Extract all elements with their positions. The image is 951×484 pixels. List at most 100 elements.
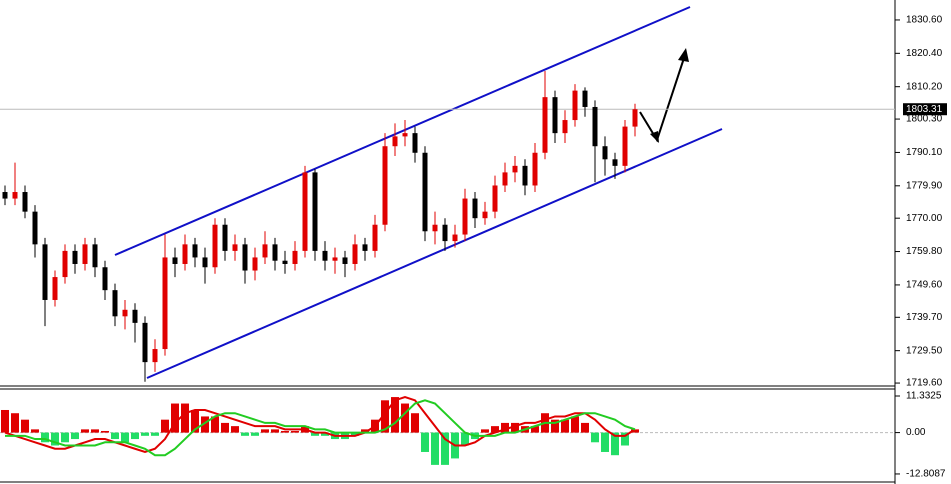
histogram-bar: [21, 419, 29, 433]
histogram-bar: [551, 419, 559, 433]
candle-body: [502, 172, 508, 186]
candle-body: [402, 133, 408, 137]
candle-body: [282, 260, 288, 264]
histogram-bar: [261, 429, 269, 433]
y-tick-label: 1759.80: [906, 246, 943, 257]
histogram-bar: [421, 432, 429, 452]
histogram-bar: [511, 422, 519, 433]
candle-body: [152, 349, 158, 363]
candle-body: [542, 97, 548, 153]
histogram-bar: [61, 432, 69, 443]
plot: 1830.60 1820.40 1810.20 1800.30 1790.10 1779.…: [0, 15, 946, 480]
histogram-bar: [211, 416, 219, 433]
histogram-bar: [81, 429, 89, 433]
histogram-bar: [271, 429, 279, 433]
candle-body: [272, 244, 278, 261]
upper-channel-line: [114, 6, 691, 256]
histogram-bar: [631, 429, 639, 433]
histogram-bar: [191, 409, 199, 433]
y-tick-label: 1770.00: [906, 213, 943, 224]
candle-body: [302, 172, 308, 251]
arrow-head: [650, 131, 659, 143]
histogram-bar: [561, 419, 569, 433]
candle-body: [112, 290, 118, 317]
histogram-bar: [311, 432, 319, 436]
histogram-bar: [621, 432, 629, 446]
candle-body: [12, 192, 18, 199]
candle-body: [332, 257, 338, 261]
histogram-bar: [31, 429, 39, 433]
candle-body: [82, 244, 88, 264]
candle-body: [312, 172, 318, 251]
candle-body: [202, 257, 208, 268]
histogram-bar: [181, 403, 189, 433]
histogram-bar: [121, 432, 129, 443]
candle-body: [352, 244, 358, 264]
y-tick-label: 1790.10: [906, 147, 943, 158]
candle-body: [162, 257, 168, 350]
histogram-bar: [321, 432, 329, 436]
histogram-bar: [571, 416, 579, 433]
candle-body: [442, 224, 448, 242]
candle-body: [622, 126, 628, 166]
histogram-bar: [71, 432, 79, 440]
histogram-bar: [251, 432, 259, 436]
candle-body: [252, 257, 258, 271]
y-tick-label: 1810.20: [906, 81, 943, 92]
histogram-bar: [581, 422, 589, 433]
histogram-bar: [411, 413, 419, 433]
histogram-bar: [291, 430, 299, 433]
candle-body: [522, 165, 528, 186]
histogram-bar: [591, 432, 599, 443]
y-tick-label: 1749.60: [906, 280, 943, 291]
histogram-bar: [491, 426, 499, 433]
candle-body: [242, 244, 248, 271]
histogram-bar: [11, 413, 19, 433]
candle-body: [472, 198, 478, 219]
y-tick-label: 1739.70: [906, 312, 943, 323]
histogram-bar: [601, 432, 609, 452]
histogram-bar: [461, 432, 469, 446]
histogram-bar: [611, 432, 619, 456]
candle-body: [32, 211, 38, 245]
histogram-bar: [441, 432, 449, 465]
candle-body: [72, 250, 78, 264]
candle-body: [452, 234, 458, 242]
histogram-bar: [151, 432, 159, 436]
candle-body: [462, 198, 468, 235]
histogram-bar: [401, 403, 409, 433]
histogram-bar: [91, 429, 99, 433]
histogram-bar: [501, 422, 509, 433]
y2-tick-label: 11.3325: [906, 391, 942, 402]
histogram-bar: [481, 429, 489, 433]
candle-body: [382, 146, 388, 225]
histogram-bar: [161, 419, 169, 433]
candle-body: [342, 257, 348, 264]
histogram-bar: [201, 416, 209, 433]
y2-tick-label: -12.8087: [906, 469, 946, 480]
lower-channel-line: [146, 128, 723, 379]
candle-body: [122, 309, 128, 317]
y-tick-label: 1719.60: [906, 378, 943, 389]
histogram-bar: [391, 397, 399, 433]
candle-body: [572, 90, 578, 121]
arrow-head: [678, 48, 689, 62]
candle-body: [552, 97, 558, 134]
candle-body: [212, 224, 218, 268]
histogram-bar: [221, 422, 229, 433]
histogram-bar: [381, 400, 389, 433]
candle-body: [132, 309, 138, 323]
candle-body: [632, 109, 638, 127]
candle-body: [612, 159, 618, 166]
candle-body: [512, 165, 518, 173]
candle-body: [92, 244, 98, 268]
y2-tick-label: 0.00: [906, 427, 926, 438]
histogram-bar: [41, 432, 49, 443]
y-tick-label: 1779.90: [906, 180, 943, 191]
indicator-line: [4, 396, 636, 454]
candle-body: [192, 244, 198, 258]
y-tick-label: 1729.50: [906, 345, 943, 356]
histogram-bar: [231, 426, 239, 433]
candle-body: [232, 244, 238, 251]
candle-body: [42, 244, 48, 300]
